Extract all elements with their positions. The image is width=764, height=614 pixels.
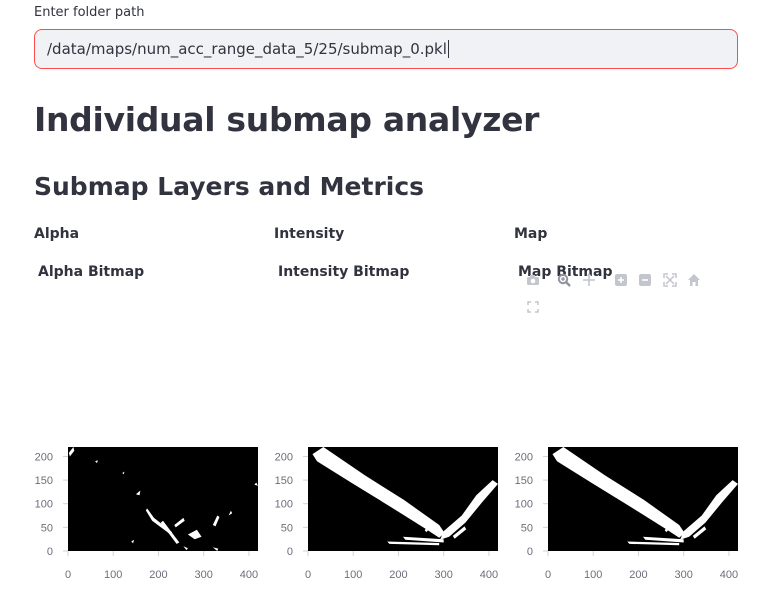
y-tick-label: 50 [521,522,533,534]
folder-path-input[interactable]: /data/maps/num_acc_range_data_5/25/subma… [34,29,738,69]
text-caret [447,40,449,58]
bitmap-background [68,447,258,551]
y-tick-label: 100 [275,499,293,511]
bitmap-occupied-region [228,510,233,516]
bitmap-occupied-region [403,536,444,543]
folder-path-label: Enter folder path [34,5,145,20]
bitmap-occupied-region [95,460,98,464]
bitmap-occupied-region [312,447,445,538]
x-tick-label: 400 [240,569,258,581]
camera-icon[interactable] [524,271,542,289]
y-tick-label: 100 [515,499,533,511]
bitmap-occupied-region [552,447,685,538]
x-tick-label: 100 [104,569,122,581]
bitmap-occupied-region [131,539,134,544]
bitmap-occupied-region [680,480,738,540]
folder-path-value[interactable]: /data/maps/num_acc_range_data_5/25/subma… [47,40,447,58]
y-tick-label: 50 [281,522,293,534]
home-icon[interactable] [685,271,703,289]
x-tick-label: 100 [344,569,362,581]
zoom-in-icon[interactable] [612,271,630,289]
intensity-plot-title: Intensity Bitmap [278,264,410,280]
x-tick-label: 200 [389,569,407,581]
bitmap-occupied-region [643,536,684,543]
section-title: Submap Layers and Metrics [34,172,425,201]
bitmap-occupied-region [122,471,125,475]
x-tick-label: 400 [480,569,498,581]
x-tick-label: 0 [305,569,311,581]
y-tick-label: 150 [515,475,533,487]
bitmap-occupied-region [440,480,498,540]
intensity-bitmap-chart[interactable]: 0 100 200 300 400 0 50 100 150 200 [264,440,504,590]
x-tick-label: 0 [545,569,551,581]
bitmap-occupied-region [68,447,75,457]
bitmap-occupied-region [183,546,188,551]
x-tick-label: 300 [675,569,693,581]
alpha-plot-title: Alpha Bitmap [38,264,145,280]
bitmap-occupied-region [254,482,258,486]
alpha-bitmap-chart[interactable]: 0 100 200 300 400 0 50 100 150 200 [24,440,264,590]
x-tick-label: 300 [195,569,213,581]
y-tick-label: 200 [275,451,293,463]
bitmap-occupied-region [664,523,672,533]
x-tick-label: 400 [720,569,738,581]
page-title: Individual submap analyzer [34,100,540,139]
x-tick-label: 100 [584,569,602,581]
autoscale-icon[interactable] [661,271,679,289]
fullscreen-icon[interactable] [524,298,542,316]
y-tick-label: 0 [527,546,533,558]
map-bitmap-chart[interactable]: 0 100 200 300 400 0 50 100 150 200 [504,440,744,590]
bitmap-occupied-region [212,547,219,551]
column-header-map: Map [514,226,548,242]
x-tick-label: 200 [149,569,167,581]
pan-icon[interactable] [580,271,598,289]
bitmap-occupied-region [187,529,202,540]
x-tick-label: 200 [629,569,647,581]
y-tick-label: 100 [35,499,53,511]
y-tick-label: 150 [35,475,53,487]
bitmap-occupied-region [692,526,707,539]
bitmap-occupied-region [160,520,180,544]
y-tick-label: 200 [515,451,533,463]
bitmap-occupied-region [424,523,432,533]
x-tick-label: 300 [435,569,453,581]
column-header-intensity: Intensity [274,226,345,242]
bitmap-plot-svg[interactable]: 0 100 200 300 400 0 50 100 150 200 [24,440,264,590]
zoom-icon[interactable] [555,271,573,289]
bitmap-plot-svg[interactable]: 0 100 200 300 400 0 50 100 150 200 [504,440,744,590]
bitmap-occupied-region [135,490,141,496]
plot-modebar [524,271,714,321]
y-tick-label: 200 [35,451,53,463]
bitmap-occupied-region [387,541,440,546]
column-header-alpha: Alpha [34,226,80,242]
y-tick-label: 150 [275,475,293,487]
bitmap-occupied-region [627,541,680,546]
bitmap-plot-svg[interactable]: 0 100 200 300 400 0 50 100 150 200 [264,440,504,590]
bitmap-occupied-region [452,526,467,539]
bitmap-occupied-region [174,517,185,528]
zoom-out-icon[interactable] [636,271,654,289]
x-tick-label: 0 [65,569,71,581]
y-tick-label: 50 [41,522,53,534]
bitmap-occupied-region [212,515,220,527]
y-tick-label: 0 [47,546,53,558]
y-tick-label: 0 [287,546,293,558]
